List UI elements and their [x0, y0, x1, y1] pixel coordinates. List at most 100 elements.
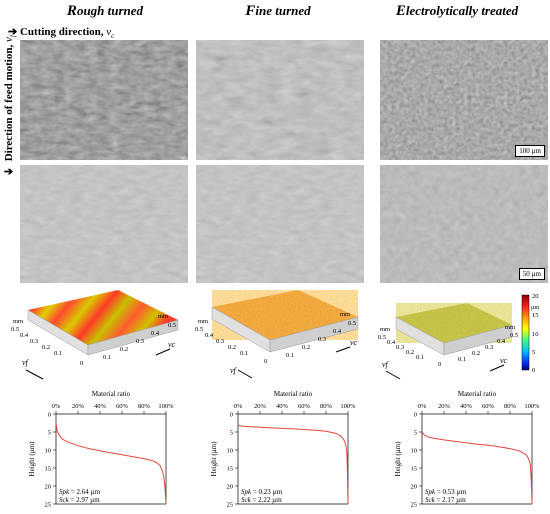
y-axis-label: Height (µm): [28, 441, 36, 477]
x-tick-label: 20%: [72, 403, 85, 410]
column-title-electrolytic: Electrolytically treated: [395, 3, 519, 19]
material-ratio-plot-fine: Material ratio Height (µm) 0% 20% 40% 60% 80% 1…: [182, 388, 365, 509]
abbott-curve-line: [55, 422, 167, 505]
topo-unit: mm: [340, 311, 350, 318]
topo-tick: 0.5: [378, 334, 386, 341]
scale-bar-100um: 100 µm: [515, 145, 545, 157]
colorbar-unit: µm: [531, 305, 539, 311]
stat-annotation: Spk = 2.64 µm: [59, 488, 101, 496]
colorbar-tick: 5: [532, 349, 535, 356]
y-tick-label: 20: [45, 483, 52, 490]
material-ratio-plot-electro: Material ratio Height (µm) 0% 20% 40% 60% 80% 1…: [366, 388, 549, 509]
plot-frame: [55, 413, 167, 505]
feed-direction-label: ➔ Direction of feed motion, vf: [3, 35, 18, 178]
x-tick-label: 40%: [460, 403, 473, 410]
topo-tick: 0.2: [406, 349, 414, 356]
stat-annotation: Spk = 0.23 µm: [241, 488, 283, 496]
topo-tick: 0.1: [458, 356, 466, 363]
topo-tick: 0.1: [103, 354, 111, 361]
abbott-curve-line: [237, 424, 349, 505]
topo-unit: mm: [158, 313, 168, 320]
topo-unit: mm: [505, 324, 515, 331]
plot-frame: [237, 413, 349, 505]
topo-tick: 0.3: [318, 336, 326, 343]
vc-label: vc: [500, 356, 508, 365]
topo-unit: mm: [380, 326, 390, 333]
y-tick-label: 15: [227, 465, 234, 472]
scale-bar-50um: 50 µm: [518, 268, 545, 280]
x-tick-label: 80%: [320, 403, 333, 410]
sem-image-rough-top: [20, 40, 188, 160]
topo-surface: [28, 290, 178, 345]
topo-tick: 0.2: [42, 344, 50, 351]
arrow-icon: [237, 369, 253, 379]
x-tick-label: 100%: [524, 403, 540, 410]
arrow-icon: [335, 346, 351, 353]
x-tick-label: 40%: [94, 403, 107, 410]
topo-tick: 0: [80, 360, 83, 367]
abbott-curve-line: [421, 431, 533, 505]
sem-image-electro-top: 100 µm: [380, 40, 548, 160]
topo-tick: 0.4: [497, 338, 506, 345]
topo-tick: 0.2: [228, 344, 236, 351]
x-tick-label: 0%: [418, 403, 427, 410]
y-tick-label: 25: [227, 501, 234, 508]
topo-unit: mm: [198, 318, 208, 325]
x-tick-label: 0%: [234, 403, 243, 410]
topo-tick: 0.5: [11, 326, 19, 333]
topo-tick: 0.1: [286, 352, 294, 359]
topo-tick: 0: [438, 361, 441, 368]
colorbar-tick: 15: [532, 312, 539, 319]
topography-3d-fine: 0.5 0.4 0.3 0.2 0.1 0 0.1 0.2 0.3 0.4 0.…: [190, 285, 375, 385]
topo-tick: 0.4: [151, 330, 160, 337]
topo-unit: mm: [13, 318, 23, 325]
topography-3d-rough: 0.5 0.4 0.3 0.2 0.1 0 0.1 0.2 0.3 0.4 0.…: [8, 285, 193, 385]
arrow-right-icon: ➔: [8, 26, 18, 38]
topo-tick: 0.4: [387, 339, 396, 346]
x-tick-label: 100%: [158, 403, 174, 410]
topo-tick: 0.2: [302, 344, 310, 351]
x-tick-label: 100%: [340, 403, 356, 410]
topo-tick: 0.5: [348, 320, 356, 327]
x-tick-label: 20%: [254, 403, 267, 410]
stat-annotation: Sck = 2.17 µm: [425, 496, 466, 504]
y-tick-label: 0: [414, 411, 417, 418]
x-axis-label: Material ratio: [458, 390, 497, 398]
plot-frame: [421, 413, 533, 505]
topo-tick: 0.5: [168, 322, 176, 329]
vf-label: vf: [22, 358, 30, 367]
y-tick-label: 15: [411, 465, 418, 472]
colorbar-tick: 10: [532, 331, 539, 338]
y-tick-label: 10: [45, 447, 52, 454]
sem-image-electro-bottom: 50 µm: [380, 165, 548, 283]
x-axis-label: Material ratio: [92, 390, 131, 398]
topo-tick: 0.3: [396, 344, 404, 351]
topo-tick: 0.4: [20, 332, 29, 339]
vc-label: vc: [350, 338, 358, 347]
y-tick-label: 20: [411, 483, 418, 490]
x-tick-label: 40%: [276, 403, 289, 410]
arrow-up-icon: ➔: [3, 165, 14, 178]
colorbar-tick: 0: [532, 367, 535, 374]
arrow-icon: [25, 369, 44, 380]
y-tick-label: 0: [230, 411, 233, 418]
topo-tick: 0.3: [30, 338, 38, 345]
sem-image-rough-bottom: [20, 165, 188, 283]
topo-tick: 0.1: [54, 350, 62, 357]
y-axis-label: Height (µm): [394, 441, 402, 477]
x-tick-label: 0%: [52, 403, 61, 410]
topo-tick: 0.4: [333, 328, 342, 335]
vf-label: vf: [230, 366, 238, 375]
sem-image-fine-bottom: [196, 165, 364, 283]
column-title-rough: Rough turned: [66, 3, 144, 19]
topo-tick: 0.1: [416, 354, 424, 361]
column-title-fine: Fine turned: [245, 3, 311, 19]
vc-label: vc: [168, 340, 176, 349]
topo-tick: 0.2: [472, 350, 480, 357]
y-axis-label: Height (µm): [210, 441, 218, 477]
stat-annotation: Sck = 2.97 µm: [59, 496, 100, 504]
x-tick-label: 20%: [438, 403, 451, 410]
topo-tick: 0.3: [485, 344, 493, 351]
arrow-icon: [155, 348, 171, 356]
colorbar-tick: 20: [532, 293, 539, 300]
